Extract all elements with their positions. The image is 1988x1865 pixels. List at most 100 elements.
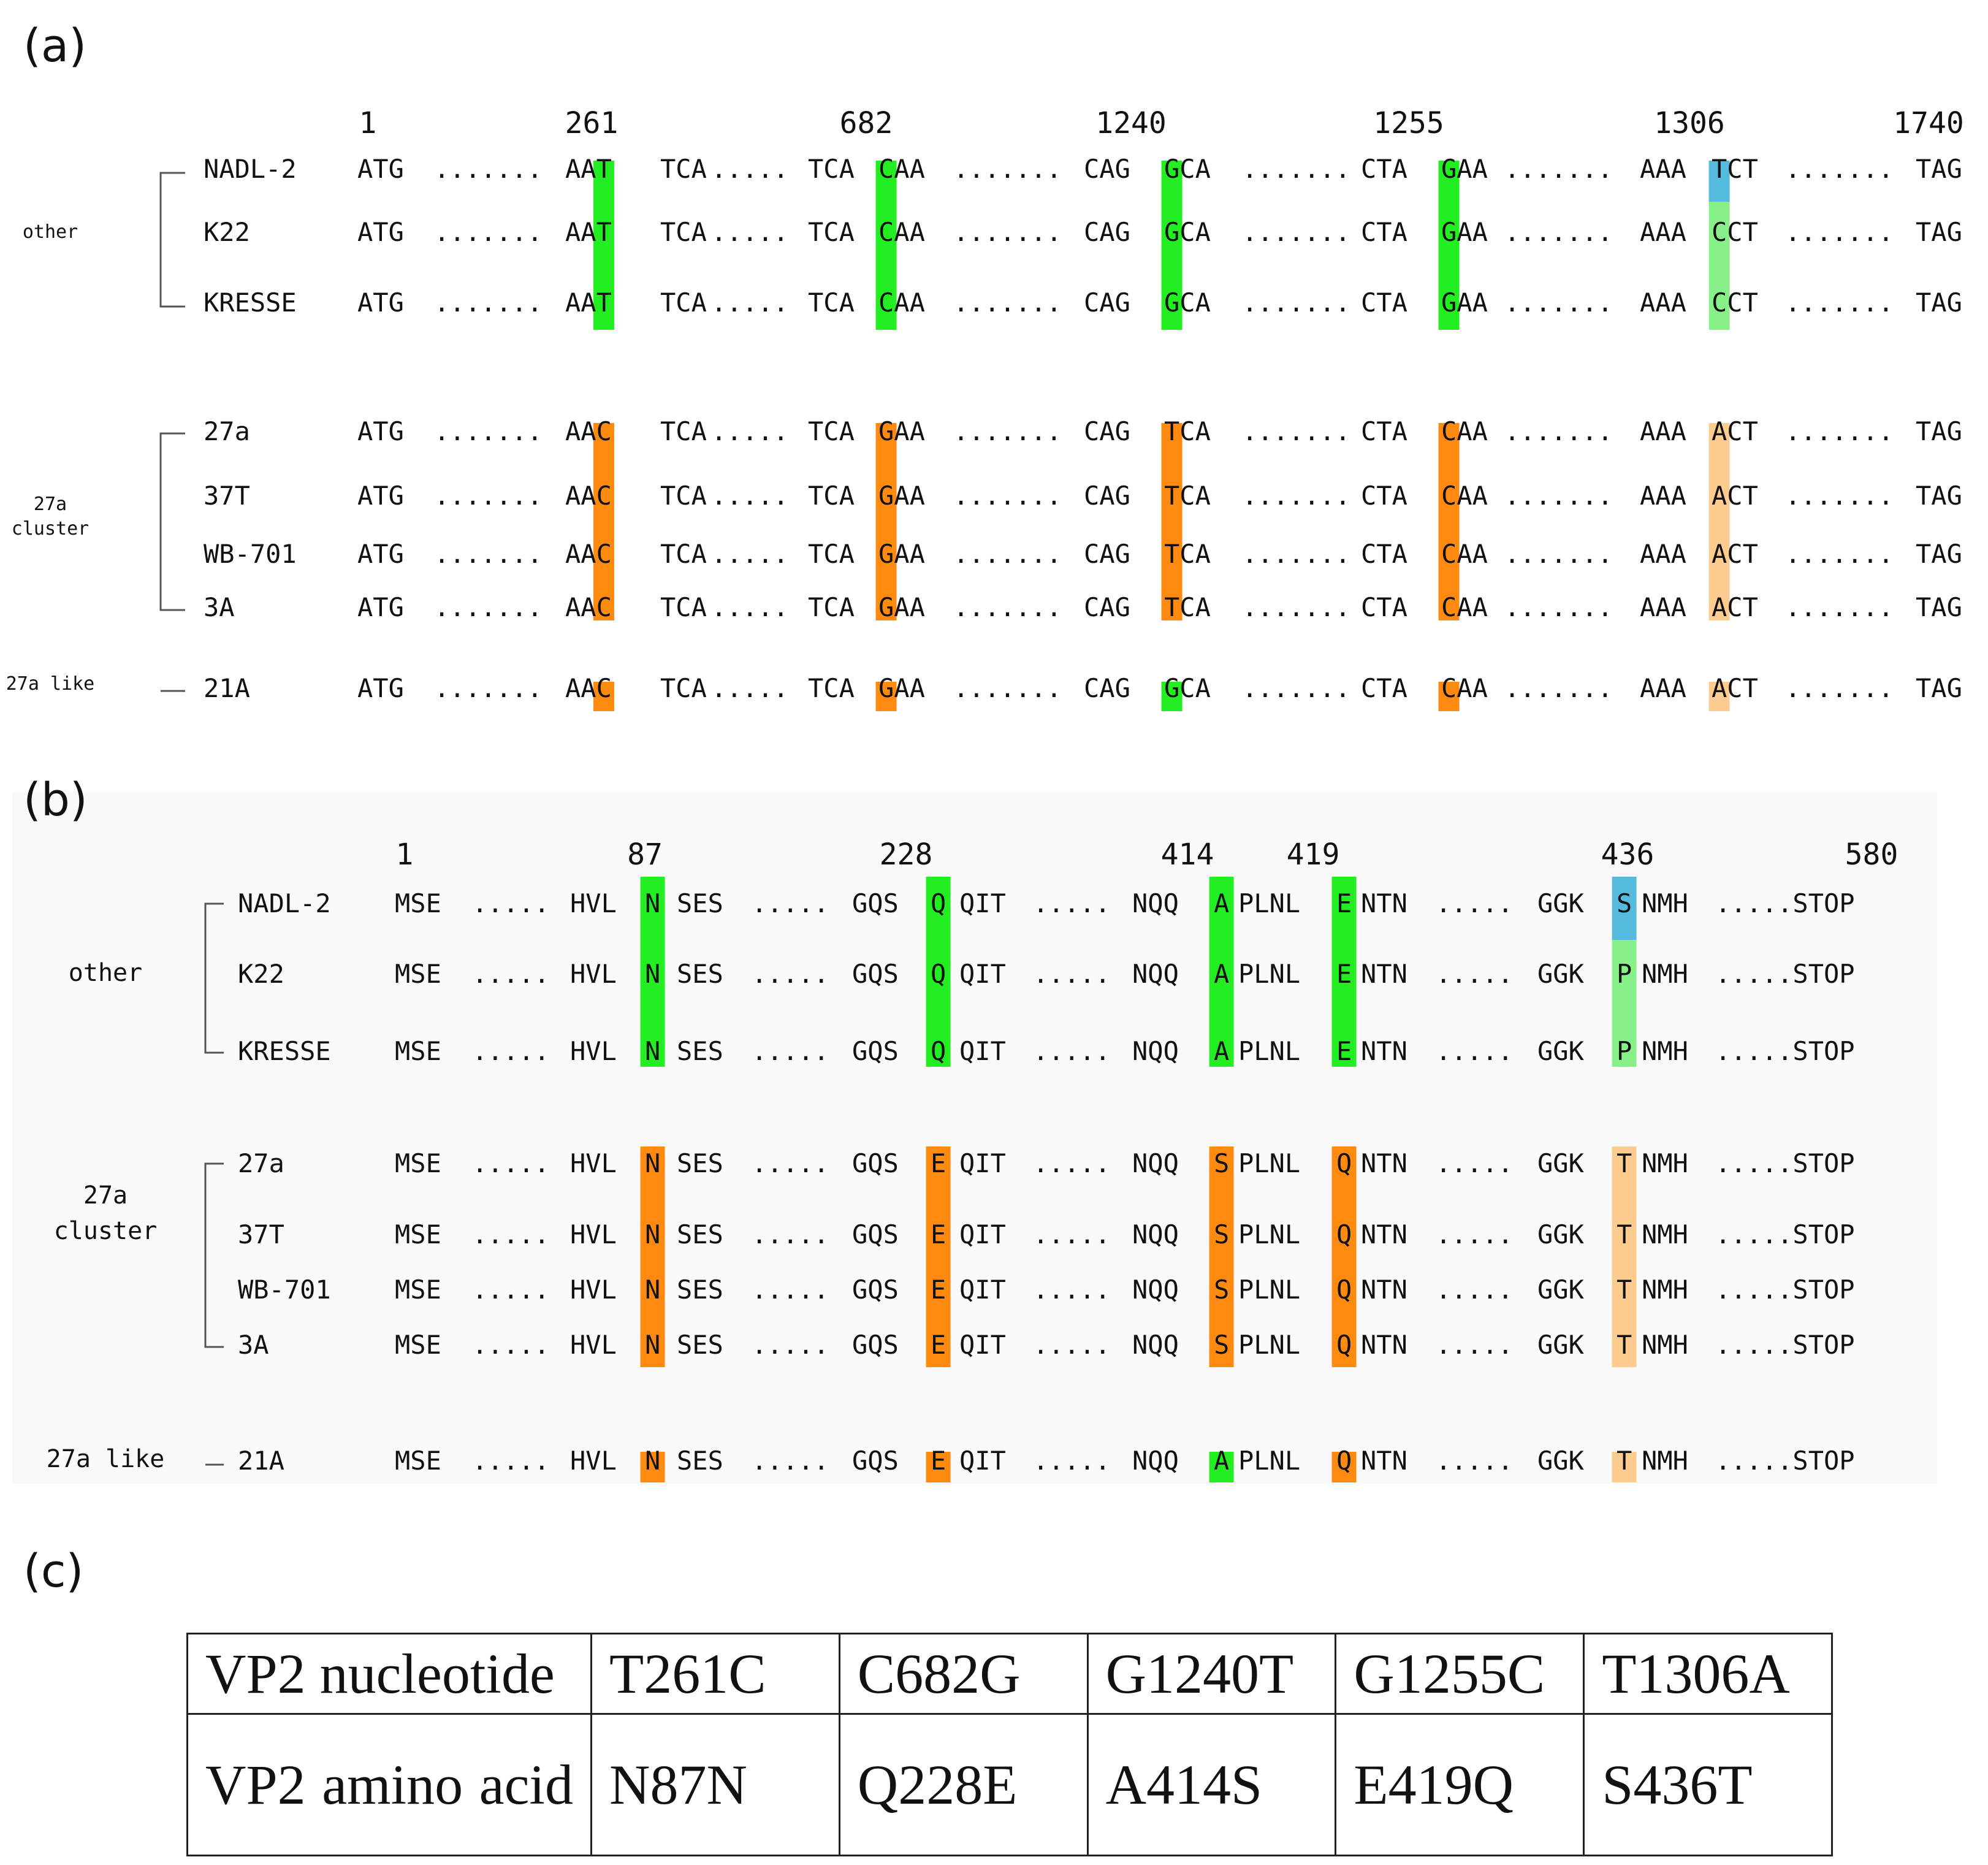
sequence-token: AAC <box>565 673 612 703</box>
sequence-token: QIT <box>959 1446 1006 1476</box>
sequence-token: GQS <box>852 1330 899 1360</box>
position-number: 1255 <box>1373 106 1444 140</box>
gap-dots: ..... <box>472 1446 549 1476</box>
sequence-token: GQS <box>852 959 899 989</box>
gap-dots: .....STOP <box>1715 1219 1855 1249</box>
gap-dots: .....STOP <box>1715 888 1855 918</box>
gap-dots: .....STOP <box>1715 1330 1855 1360</box>
sequence-token: A <box>1214 959 1229 989</box>
sequence-token: MSE <box>395 1036 441 1066</box>
sequence-token: N <box>645 1148 660 1178</box>
sequence-token: NTN <box>1361 1219 1407 1249</box>
strain-name: 21A <box>238 1446 284 1476</box>
gap-dots: ....... <box>1242 539 1350 569</box>
mutation-table: VP2 nucleotide T261C C682G G1240T G1255C… <box>186 1633 1833 1856</box>
gap-dots: ..... <box>752 1036 829 1066</box>
sequence-token: A <box>1214 1036 1229 1066</box>
sequence-token: Q <box>1336 1330 1352 1360</box>
sequence-token: PLNL <box>1238 1036 1300 1066</box>
sequence-token: CAG <box>1084 592 1130 622</box>
gap-dots: ..... <box>711 481 788 511</box>
sequence-token: N <box>645 959 660 989</box>
sequence-token: SES <box>677 888 723 918</box>
sequence-token: TCA <box>808 673 855 703</box>
gap-dots: ....... <box>434 154 543 184</box>
sequence-token: E <box>931 1275 946 1305</box>
sequence-token: NTN <box>1361 1446 1407 1476</box>
sequence-token: TCA <box>660 673 707 703</box>
sequence-token: AAC <box>565 481 612 511</box>
highlight-band-orange <box>1438 423 1460 620</box>
sequence-token: GCA <box>1164 673 1211 703</box>
highlight-band-orange <box>926 1146 951 1367</box>
sequence-token: HVL <box>570 959 617 989</box>
highlight-band-orange <box>1161 423 1183 620</box>
gap-dots: .....STOP <box>1715 1036 1855 1066</box>
gap-dots: ..... <box>1033 1148 1110 1178</box>
sequence-token: ATG <box>357 288 404 318</box>
sequence-token: CCT <box>1712 288 1758 318</box>
gap-dots: ....... <box>953 673 1062 703</box>
sequence-token: E <box>1336 959 1352 989</box>
table-cell: G1255C <box>1335 1633 1585 1715</box>
sequence-token: MSE <box>395 1446 441 1476</box>
position-number: 1 <box>359 106 377 140</box>
sequence-token: TAG <box>1916 154 1962 184</box>
sequence-token: AAT <box>565 217 612 247</box>
group-label: 27a cluster <box>54 1181 158 1245</box>
sequence-token: Q <box>1336 1446 1352 1476</box>
position-number: 1740 <box>1893 106 1964 140</box>
position-number: 261 <box>565 106 619 140</box>
sequence-token: NMH <box>1642 959 1688 989</box>
gap-dots: ....... <box>953 288 1062 318</box>
highlight-band-orange <box>640 1146 665 1367</box>
sequence-token: TCA <box>1164 481 1211 511</box>
sequence-token: CAG <box>1084 416 1130 446</box>
gap-dots: ....... <box>953 217 1062 247</box>
sequence-token: CTA <box>1361 154 1407 184</box>
highlight-band-orange <box>1331 1146 1357 1367</box>
sequence-token: MSE <box>395 1275 441 1305</box>
sequence-token: NQQ <box>1132 1219 1179 1249</box>
sequence-token: CCT <box>1712 217 1758 247</box>
table-cell: E419Q <box>1335 1713 1585 1856</box>
sequence-token: SES <box>677 1036 723 1066</box>
sequence-token: TAG <box>1916 673 1962 703</box>
position-number: 1240 <box>1095 106 1167 140</box>
highlight-band-light-orange <box>1612 1146 1637 1367</box>
sequence-token: AAT <box>565 154 612 184</box>
highlight-band-green <box>1161 161 1183 330</box>
sequence-token: AAA <box>1640 539 1686 569</box>
strain-name: NADL-2 <box>238 888 331 918</box>
table-cell: S436T <box>1583 1713 1833 1856</box>
highlight-band-orange <box>1438 682 1460 711</box>
group-bracket <box>159 432 185 611</box>
sequence-token: ATG <box>357 217 404 247</box>
gap-dots: ..... <box>752 1446 829 1476</box>
gap-dots: ..... <box>711 288 788 318</box>
gap-dots: ..... <box>711 154 788 184</box>
strain-name: K22 <box>204 217 250 247</box>
sequence-token: ATG <box>357 673 404 703</box>
gap-dots: .....STOP <box>1715 1275 1855 1305</box>
gap-dots: ....... <box>953 154 1062 184</box>
gap-dots: ..... <box>752 1330 829 1360</box>
sequence-token: QIT <box>959 1275 1006 1305</box>
sequence-token: NQQ <box>1132 1275 1179 1305</box>
sequence-token: NTN <box>1361 959 1407 989</box>
sequence-token: ATG <box>357 592 404 622</box>
sequence-token: GGK <box>1537 1330 1585 1360</box>
highlight-band-orange <box>1209 1146 1234 1367</box>
sequence-token: ACT <box>1712 592 1758 622</box>
group-bracket <box>204 902 224 1054</box>
sequence-token: TCA <box>808 481 855 511</box>
sequence-token: AAA <box>1640 481 1686 511</box>
table-cell: G1240T <box>1086 1633 1337 1715</box>
gap-dots: ....... <box>1242 288 1350 318</box>
sequence-token: N <box>645 1446 660 1476</box>
highlight-band-orange <box>875 682 897 711</box>
sequence-token: GAA <box>878 416 925 446</box>
sequence-token: GCA <box>1164 288 1211 318</box>
sequence-token: SES <box>677 1219 723 1249</box>
